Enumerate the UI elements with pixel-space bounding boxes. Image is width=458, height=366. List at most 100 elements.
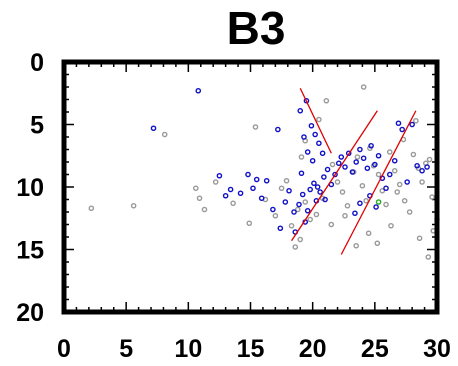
data-point [304, 207, 311, 214]
data-point [263, 177, 270, 184]
data-point [277, 225, 284, 232]
data-point [410, 151, 417, 158]
x-tick-label: 20 [299, 335, 327, 363]
data-point [419, 167, 425, 174]
trend-line [290, 110, 378, 242]
data-point [395, 120, 402, 127]
data-point [322, 196, 328, 203]
x-tick-label: 30 [423, 335, 451, 363]
data-point [192, 185, 199, 192]
data-point [414, 162, 420, 169]
data-point [335, 160, 342, 167]
points-layer [88, 84, 440, 260]
data-point [344, 202, 351, 209]
data-point [379, 187, 386, 194]
data-point [319, 150, 326, 157]
data-point [216, 172, 223, 179]
data-point [311, 180, 317, 187]
data-point [353, 242, 359, 249]
data-point [253, 176, 260, 183]
data-point [386, 149, 393, 155]
data-point [386, 171, 393, 178]
data-point [323, 97, 330, 104]
y-tick-label: 0 [30, 49, 44, 77]
data-point [298, 170, 305, 177]
data-point [312, 131, 318, 138]
data-point [357, 200, 363, 207]
data-point [342, 164, 348, 170]
data-point [342, 212, 348, 219]
data-point [283, 177, 290, 184]
data-point [383, 185, 389, 192]
data-point [345, 150, 352, 157]
data-point [250, 185, 256, 192]
data-point [321, 174, 327, 180]
data-point [364, 165, 371, 172]
data-point [304, 149, 311, 155]
data-point [303, 97, 310, 104]
data-point [388, 222, 394, 229]
y-tick-label: 10 [16, 174, 44, 202]
data-point [429, 194, 435, 200]
data-point [332, 171, 338, 178]
data-point [278, 185, 285, 192]
x-tick-label: 10 [174, 335, 202, 363]
data-point [237, 190, 244, 197]
data-point [349, 169, 356, 175]
data-point [313, 211, 320, 218]
data-point [353, 159, 359, 165]
data-point [413, 117, 419, 124]
y-tick-label: 20 [16, 299, 44, 327]
data-point [275, 126, 281, 133]
data-point [391, 157, 398, 164]
data-point [359, 182, 366, 189]
x-tick-label: 15 [237, 335, 265, 363]
data-point [252, 124, 259, 130]
data-point [307, 216, 313, 223]
data-point [297, 236, 304, 243]
data-point [291, 209, 297, 215]
data-point [328, 221, 335, 228]
data-point [375, 199, 382, 205]
data-point [314, 184, 321, 190]
data-point [308, 122, 315, 129]
data-point [298, 154, 305, 160]
data-point [307, 186, 313, 193]
data-point [309, 157, 316, 164]
data-point [201, 206, 208, 213]
chart-title: B3 [226, 2, 286, 54]
data-point [316, 140, 322, 147]
data-point [425, 254, 432, 260]
data-point [272, 212, 279, 219]
tick-labels: 0 5 10 15 20 25 30 0 5 10 15 20 [16, 49, 451, 363]
data-point [334, 179, 341, 185]
lines-layer [290, 87, 417, 255]
data-point [401, 197, 408, 204]
data-point [363, 197, 369, 204]
data-point [416, 235, 423, 242]
data-point [329, 161, 336, 168]
data-point [426, 156, 433, 163]
data-point [360, 84, 367, 90]
data-point [357, 146, 363, 153]
data-point [299, 191, 306, 198]
data-point [302, 199, 309, 205]
data-point [360, 155, 367, 162]
data-point [270, 206, 276, 213]
data-point [294, 206, 301, 213]
data-point [419, 179, 425, 185]
data-point [339, 189, 346, 195]
data-point [130, 202, 137, 209]
x-tick-label: 25 [361, 335, 389, 363]
data-point [195, 87, 202, 94]
data-point [404, 179, 410, 185]
data-point [391, 167, 398, 174]
data-point [409, 121, 415, 128]
trend-line [340, 110, 417, 255]
data-point [88, 205, 95, 212]
data-point [301, 134, 307, 140]
data-point [161, 131, 168, 138]
data-point [222, 192, 229, 199]
data-point [288, 222, 295, 229]
